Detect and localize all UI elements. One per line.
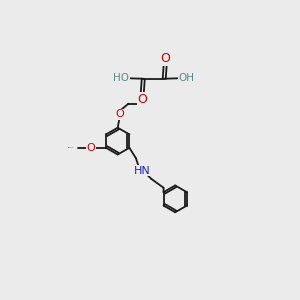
Text: O: O <box>86 143 95 153</box>
Text: O: O <box>137 93 147 106</box>
Text: O: O <box>115 109 124 119</box>
Text: O: O <box>160 52 170 65</box>
Text: HO: HO <box>113 73 129 83</box>
Text: HN: HN <box>134 166 151 176</box>
Text: OH: OH <box>178 73 194 83</box>
Text: methoxy: methoxy <box>68 147 74 148</box>
